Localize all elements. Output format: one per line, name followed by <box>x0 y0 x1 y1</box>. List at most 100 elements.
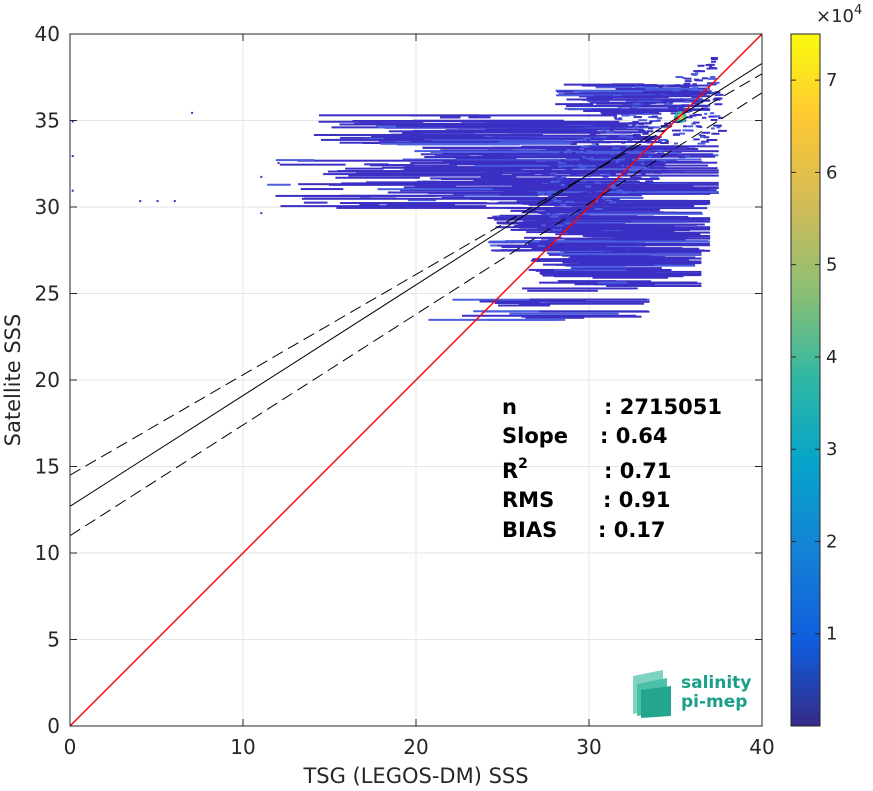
density-streak <box>621 95 711 98</box>
density-cell <box>657 119 661 122</box>
density-streak <box>601 112 662 115</box>
density-cell <box>701 77 709 80</box>
density-cell <box>581 145 590 148</box>
density-streak <box>377 188 493 191</box>
density-streak <box>328 183 451 186</box>
density-streak <box>591 248 627 251</box>
density-streak <box>318 114 479 117</box>
density-streak <box>488 182 537 185</box>
density-streak <box>486 318 558 321</box>
density-cell <box>624 124 629 127</box>
colorbar-tick-label: 3 <box>826 439 837 460</box>
density-cell <box>718 129 727 132</box>
density-cell <box>692 73 698 76</box>
density-cell <box>565 200 575 203</box>
density-streak <box>410 114 617 117</box>
density-cell <box>653 90 658 93</box>
density-cell <box>566 167 573 170</box>
density-streak <box>275 159 315 162</box>
density-cell <box>594 206 603 209</box>
density-streak <box>600 84 657 87</box>
density-streak <box>487 217 650 220</box>
density-cell <box>591 144 599 147</box>
density-cell <box>712 92 720 95</box>
density-cell <box>560 160 567 163</box>
density-cell <box>699 135 705 138</box>
density-cell <box>573 188 578 191</box>
density-streak <box>554 269 627 272</box>
density-streak <box>562 227 582 230</box>
density-cell <box>565 153 569 156</box>
density-streak <box>608 229 691 232</box>
density-cell <box>537 244 545 247</box>
density-streak <box>560 253 702 256</box>
density-cell <box>558 165 562 168</box>
density-cell <box>668 106 678 109</box>
density-cell <box>594 201 602 204</box>
density-streak <box>440 147 636 150</box>
density-cell <box>574 163 578 166</box>
density-cell <box>560 183 565 186</box>
density-cell <box>577 138 586 141</box>
density-cell <box>547 182 552 185</box>
density-cell <box>694 72 699 75</box>
density-cell <box>656 117 663 120</box>
density-cell <box>668 101 674 104</box>
density-cell <box>642 132 649 135</box>
density-cell <box>627 138 633 141</box>
density-outlier <box>173 200 176 203</box>
density-cell <box>661 167 667 170</box>
density-streak <box>514 207 708 210</box>
density-streak <box>478 166 602 169</box>
density-cell <box>684 77 692 80</box>
x-tick-label: 10 <box>230 735 255 759</box>
density-streak <box>424 194 539 197</box>
density-streak <box>529 298 647 301</box>
density-cell <box>586 139 591 142</box>
density-cell <box>550 165 560 168</box>
density-cell <box>636 159 645 162</box>
logo-text-line2: pi-mep <box>681 692 747 712</box>
density-streak <box>565 258 672 261</box>
density-streak <box>597 261 668 264</box>
density-cell <box>687 125 694 128</box>
density-streak <box>370 164 457 167</box>
x-tick-label: 0 <box>64 735 77 759</box>
density-streak <box>644 99 711 102</box>
density-cell <box>563 214 568 217</box>
density-cell <box>681 104 690 107</box>
density-streak <box>500 139 566 142</box>
density-streak <box>348 174 437 177</box>
density-streak <box>535 220 634 223</box>
density-cell <box>618 165 623 168</box>
density-cell <box>691 122 696 125</box>
density-streak <box>570 265 626 268</box>
density-cell <box>692 121 700 124</box>
density-cell <box>710 118 718 121</box>
colorbar-tick-label: 4 <box>826 347 837 368</box>
density-cell <box>708 115 717 118</box>
density-streak <box>455 157 517 160</box>
density-streak <box>590 211 702 214</box>
density-cell <box>549 215 559 218</box>
density-cell <box>549 237 557 240</box>
density-streak <box>381 166 412 169</box>
density-cell <box>651 115 658 118</box>
stats-rms-value: : 0.91 <box>603 488 671 512</box>
density-streak <box>499 123 567 126</box>
density-cell <box>680 85 688 88</box>
density-streak <box>494 218 711 221</box>
density-streak <box>557 280 617 283</box>
density-streak <box>644 87 711 90</box>
density-streak <box>538 199 606 202</box>
density-cell <box>566 211 571 214</box>
density-cell <box>706 67 712 70</box>
density-cell <box>634 154 644 157</box>
density-streak <box>556 215 638 218</box>
density-cell <box>640 182 648 185</box>
density-streak <box>527 208 661 211</box>
density-streak <box>461 120 620 123</box>
stats-bias-label: BIAS <box>502 518 557 542</box>
